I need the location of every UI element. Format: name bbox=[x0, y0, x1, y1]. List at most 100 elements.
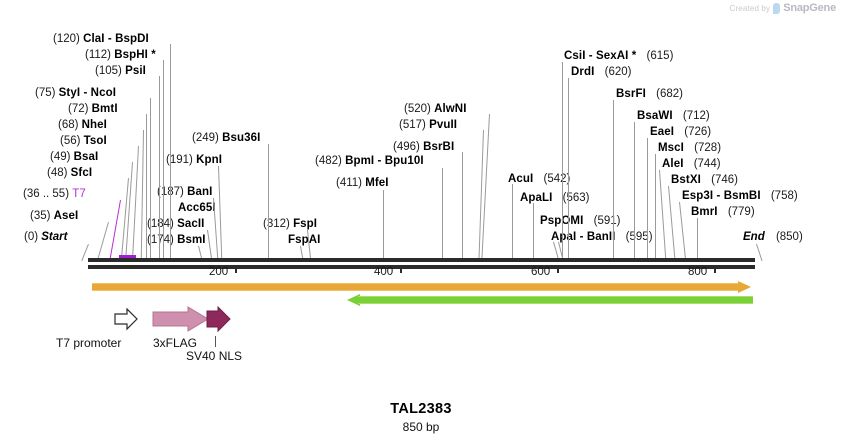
leader-line-tsoI bbox=[131, 146, 139, 262]
leader-line-mfeI bbox=[383, 190, 384, 262]
site-label-bpmI-bpu10I[interactable]: (482) BpmI - Bpu10I bbox=[315, 155, 424, 167]
t7-promoter-segment bbox=[119, 255, 136, 258]
site-label-banI[interactable]: (187) BanI bbox=[157, 186, 213, 198]
site-label-styI-ncoI[interactable]: (75) StyI - NcoI bbox=[35, 87, 116, 99]
ruler-tick-400 bbox=[400, 265, 402, 273]
feature-glyph-t7-promoter[interactable] bbox=[113, 308, 139, 332]
site-label-pvuII[interactable]: (517) PvuII bbox=[399, 119, 458, 131]
sequence-backbone-bottom bbox=[88, 265, 755, 269]
orf-forward-bar bbox=[92, 283, 740, 291]
leader-line-esp3I bbox=[679, 201, 687, 262]
leader-line-csiI bbox=[562, 62, 563, 262]
feature-label-t7-promoter: T7 promoter bbox=[56, 336, 122, 350]
site-label-eaeI[interactable]: EaeI (726) bbox=[650, 126, 712, 138]
feature-label-3xflag: 3xFLAG bbox=[153, 336, 198, 350]
site-label-bsrFI[interactable]: BsrFI (682) bbox=[616, 88, 683, 100]
leader-line-bmrI bbox=[697, 218, 698, 262]
ruler-tick-600 bbox=[557, 265, 559, 273]
ruler-label-200: 200 bbox=[209, 266, 229, 278]
leader-line-bmtI bbox=[146, 114, 147, 262]
page-title: TAL2383 bbox=[390, 401, 452, 417]
orf-arrow-forward[interactable] bbox=[92, 281, 753, 293]
leader-line-bspHI bbox=[163, 60, 164, 262]
leader-line-bsrFI bbox=[613, 100, 614, 262]
snapgene-logo-icon bbox=[773, 2, 781, 14]
orf-reverse-arrowhead bbox=[347, 294, 360, 306]
site-label-esp3I-bsmBI[interactable]: Esp3I - BsmBI (758) bbox=[682, 190, 798, 202]
ruler-tick-200 bbox=[235, 265, 237, 273]
site-label-t7-promoter[interactable]: (36 .. 55) T7 bbox=[23, 188, 86, 200]
site-label-aleI[interactable]: AleI (744) bbox=[662, 158, 721, 170]
leader-line-t7 bbox=[109, 200, 121, 262]
feature-glyph-3xflag[interactable] bbox=[152, 306, 210, 334]
leader-line-psiI bbox=[159, 76, 160, 262]
feature-tickline-sv40-nls bbox=[215, 336, 216, 347]
leader-line-kpnI bbox=[218, 165, 223, 262]
sequence-backbone-top bbox=[88, 258, 755, 262]
snapgene-watermark: Created by SnapGene bbox=[729, 2, 837, 14]
site-label-drdI[interactable]: DrdI (620) bbox=[571, 66, 632, 78]
leader-line-acuI bbox=[512, 184, 513, 262]
site-label-sacII[interactable]: (184) SacII bbox=[147, 218, 205, 230]
leader-line-bsaWI bbox=[634, 122, 635, 262]
site-label-bmtI[interactable]: (72) BmtI bbox=[68, 103, 118, 115]
leader-line-end bbox=[756, 243, 763, 262]
ruler-label-800: 800 bbox=[688, 266, 708, 278]
site-label-claI-bspDI[interactable]: (120) ClaI - BspDI bbox=[53, 33, 149, 45]
site-label-tsoI[interactable]: (56) TsoI bbox=[60, 135, 107, 147]
site-label-end[interactable]: End (850) bbox=[743, 231, 803, 243]
feature-glyph-sv40-nls[interactable] bbox=[206, 306, 232, 334]
site-label-bsaI[interactable]: (49) BsaI bbox=[50, 151, 99, 163]
site-label-psiI[interactable]: (105) PsiI bbox=[95, 65, 146, 77]
site-label-mfeI[interactable]: (411) MfeI bbox=[336, 177, 389, 189]
site-label-aseI[interactable]: (35) AseI bbox=[30, 210, 79, 222]
site-label-start[interactable]: (0) Start bbox=[24, 231, 68, 243]
ruler-tick-800 bbox=[714, 265, 716, 273]
leader-line-claI bbox=[170, 44, 171, 262]
site-label-bsrBI[interactable]: (496) BsrBI bbox=[393, 141, 455, 153]
site-label-apaI-banII[interactable]: ApaI - BanII (595) bbox=[551, 231, 653, 243]
page-subtitle: 850 bp bbox=[402, 420, 440, 434]
leader-line-sacII bbox=[207, 229, 213, 262]
site-label-csiI-sexAI[interactable]: CsiI - SexAI * (615) bbox=[564, 50, 674, 62]
site-label-apaLI[interactable]: ApaLI (563) bbox=[520, 192, 590, 204]
site-label-fspI[interactable]: (312) FspI bbox=[263, 218, 318, 230]
site-label-nheI[interactable]: (68) NheI bbox=[58, 119, 107, 131]
leader-line-apaLI bbox=[533, 203, 534, 262]
leader-line-bsu36I bbox=[268, 144, 269, 262]
site-label-bmrI[interactable]: BmrI (779) bbox=[691, 206, 755, 218]
site-label-bsu36I[interactable]: (249) Bsu36I bbox=[192, 132, 261, 144]
leader-line-mscI bbox=[655, 154, 656, 262]
site-label-bsmI[interactable]: (174) BsmI bbox=[147, 234, 206, 246]
leader-line-drdI bbox=[568, 78, 569, 262]
site-label-kpnI[interactable]: (191) KpnI bbox=[166, 154, 223, 166]
leader-line-nheI bbox=[140, 130, 144, 262]
leader-line-bsrBI bbox=[462, 152, 463, 262]
orf-arrow-reverse[interactable] bbox=[347, 294, 753, 306]
site-label-acuI[interactable]: AcuI (542) bbox=[508, 173, 571, 185]
site-label-bspHI[interactable]: (112) BspHI * bbox=[85, 49, 156, 61]
leader-line-aseI bbox=[96, 222, 109, 261]
site-label-alwNI[interactable]: (520) AlwNI bbox=[404, 103, 467, 115]
site-label-acc65I[interactable]: Acc65I bbox=[178, 202, 216, 214]
watermark-brand: SnapGene bbox=[783, 2, 836, 14]
leader-line-aleI bbox=[659, 169, 667, 262]
site-label-bsaWI[interactable]: BsaWI (712) bbox=[637, 110, 710, 122]
orf-forward-arrowhead bbox=[738, 281, 751, 293]
site-label-sfcI[interactable]: (48) SfcI bbox=[47, 167, 93, 179]
site-label-pspOMI[interactable]: PspOMI (591) bbox=[540, 215, 621, 227]
leader-line-bpmI bbox=[442, 168, 443, 262]
leader-line-eaeI bbox=[647, 138, 648, 262]
leader-line-bstXI bbox=[668, 185, 676, 262]
ruler-label-600: 600 bbox=[531, 266, 551, 278]
watermark-created-by: Created by bbox=[729, 3, 771, 13]
site-label-fspAI[interactable]: FspAI bbox=[288, 234, 321, 246]
ruler-label-400: 400 bbox=[374, 266, 394, 278]
site-label-bstXI[interactable]: BstXI (746) bbox=[671, 174, 738, 186]
orf-reverse-bar bbox=[358, 296, 753, 304]
leader-line-styI bbox=[150, 98, 151, 262]
leader-line-banI bbox=[213, 197, 219, 262]
feature-label-sv40-nls: SV40 NLS bbox=[186, 349, 243, 363]
site-label-mscI[interactable]: MscI (728) bbox=[658, 142, 722, 154]
